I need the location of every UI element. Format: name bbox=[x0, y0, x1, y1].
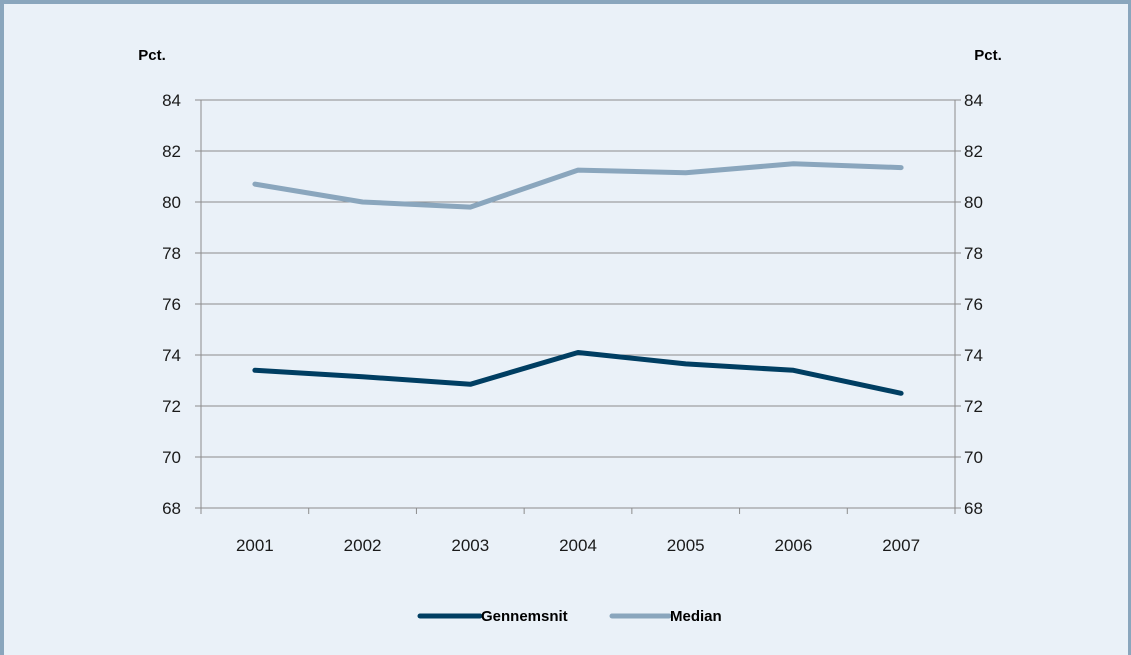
y-tick-label-right: 74 bbox=[964, 346, 983, 365]
right-axis-unit: Pct. bbox=[974, 47, 1002, 64]
series-line-median bbox=[252, 161, 904, 210]
x-tick-label: 2003 bbox=[451, 536, 489, 555]
y-tick-label-left: 84 bbox=[162, 91, 181, 110]
series-lines bbox=[252, 161, 904, 396]
y-tick-label-left: 76 bbox=[162, 295, 181, 314]
y-tick-label-right: 84 bbox=[964, 91, 983, 110]
legend-label-median: Median bbox=[670, 608, 722, 625]
y-tick-label-right: 68 bbox=[964, 499, 983, 518]
x-tick-label: 2007 bbox=[882, 536, 920, 555]
y-tick-label-right: 78 bbox=[964, 244, 983, 263]
y-tick-label-left: 70 bbox=[162, 448, 181, 467]
y-tick-label-right: 80 bbox=[964, 193, 983, 212]
gridlines bbox=[201, 99, 955, 509]
y-tick-label-right: 70 bbox=[964, 448, 983, 467]
y-tick-label-left: 74 bbox=[162, 346, 181, 365]
y-tick-label-left: 82 bbox=[162, 142, 181, 161]
y-tick-label-left: 80 bbox=[162, 193, 181, 212]
y-tick-label-left: 78 bbox=[162, 244, 181, 263]
y-tick-label-right: 76 bbox=[964, 295, 983, 314]
y-tick-label-right: 72 bbox=[964, 397, 983, 416]
line-chart: 68 68 70 70 72 72 74 74 76 76 78 78 80 80 82 82 84 84 2001… bbox=[138, 47, 1002, 625]
y-tick-label-left: 72 bbox=[162, 397, 181, 416]
y-tick-label-left: 68 bbox=[162, 499, 181, 518]
x-tick-label: 2004 bbox=[559, 536, 597, 555]
x-tick-label: 2001 bbox=[236, 536, 274, 555]
legend: Gennemsnit Median bbox=[417, 608, 722, 625]
left-axis-unit: Pct. bbox=[138, 47, 166, 64]
y-tick-label-right: 82 bbox=[964, 142, 983, 161]
legend-label-gennemsnit: Gennemsnit bbox=[481, 608, 568, 625]
axes: 68 68 70 70 72 72 74 74 76 76 78 78 80 80 82 82 84 84 2001… bbox=[162, 91, 983, 555]
series-line-gennemsnit bbox=[252, 350, 904, 396]
x-tick-label: 2006 bbox=[775, 536, 813, 555]
x-tick-label: 2002 bbox=[344, 536, 382, 555]
x-tick-label: 2005 bbox=[667, 536, 705, 555]
